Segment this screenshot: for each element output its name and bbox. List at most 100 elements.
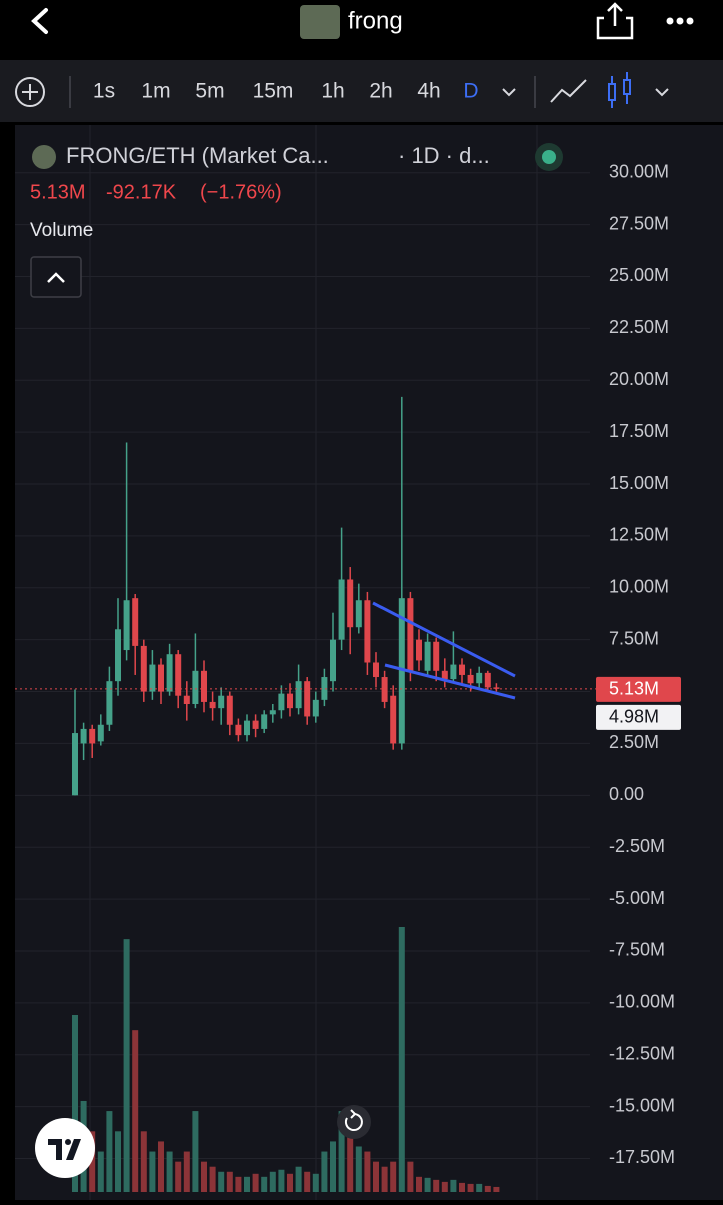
candle-body — [89, 728, 96, 744]
candle-body — [158, 664, 164, 692]
volume-bar — [467, 1183, 474, 1192]
y-tick-label: 20.00M — [609, 369, 669, 389]
volume-bar — [218, 1171, 225, 1192]
legend-change: -92.17K — [106, 181, 177, 203]
volume-bar — [226, 1171, 233, 1192]
drawing-tool[interactable] — [550, 79, 587, 103]
candle-body — [175, 654, 182, 696]
y-tick-label: 2.50M — [609, 732, 659, 752]
more-button[interactable] — [666, 17, 694, 25]
volume-bar — [398, 927, 405, 1192]
symbol-name: FRONG/ETH (Market Ca... — [66, 143, 329, 168]
pattern-lines — [372, 601, 516, 700]
candle-body — [106, 681, 113, 725]
volume-bar — [209, 1166, 216, 1192]
volume-bar — [175, 1161, 182, 1192]
candle-body — [347, 579, 354, 628]
volume-bar — [364, 1151, 371, 1192]
add-button[interactable] — [15, 77, 45, 107]
y-tick-label: 0.00 — [609, 784, 644, 804]
candle-body — [287, 693, 293, 709]
candle-body — [115, 629, 121, 682]
style-dropdown[interactable] — [655, 88, 669, 97]
volume-bar — [407, 1161, 414, 1192]
candle-body — [140, 645, 147, 692]
volume-bar — [115, 1131, 121, 1192]
volume-bar — [278, 1169, 285, 1192]
candle-body — [450, 664, 457, 680]
volume-bar — [381, 1166, 388, 1192]
candle-body — [269, 710, 276, 715]
candle-body — [209, 701, 216, 709]
candle-body — [235, 724, 242, 736]
volume-bar — [192, 1111, 199, 1192]
volume-bar — [459, 1182, 465, 1192]
interval-button[interactable]: 2h — [369, 80, 392, 103]
candle-body — [459, 664, 465, 675]
y-tick-label: -5.00M — [609, 888, 665, 908]
candle-body — [80, 728, 87, 744]
volume-bar — [261, 1176, 268, 1192]
share-button[interactable] — [596, 2, 634, 40]
y-tick-label: 15.00M — [609, 473, 669, 493]
candle-body — [226, 695, 233, 725]
candle-body — [433, 641, 440, 671]
candle-body — [312, 699, 319, 717]
candle-body — [364, 600, 371, 663]
volume-bar — [158, 1141, 164, 1192]
volume-bar — [330, 1141, 336, 1192]
y-tick-label: -15.00M — [609, 1095, 675, 1115]
volume-bar — [269, 1171, 276, 1192]
token-avatar — [300, 5, 340, 39]
interval-button[interactable]: 1m — [141, 80, 170, 103]
study-name: Volume — [30, 220, 93, 241]
candle-body — [321, 677, 328, 700]
candle-body — [295, 681, 302, 709]
symbol-meta: · 1D · d... — [398, 143, 490, 168]
interval-dropdown[interactable] — [502, 88, 516, 97]
volume-bar — [450, 1179, 457, 1192]
candle-body — [149, 664, 156, 692]
y-tick-label: 25.00M — [609, 265, 669, 285]
volume-bar — [312, 1173, 319, 1192]
interval-button[interactable]: 1h — [321, 80, 344, 103]
candle-body — [132, 598, 139, 646]
legend-value: 5.13M — [30, 181, 86, 203]
interval-button[interactable]: D — [463, 80, 478, 103]
candle-body — [338, 579, 345, 640]
interval-button[interactable]: 4h — [417, 80, 440, 103]
candle-body — [416, 639, 422, 661]
y-tick-label: 22.50M — [609, 317, 669, 337]
candle-body — [424, 641, 431, 671]
candle-body — [476, 672, 483, 684]
interval-button[interactable]: 1s — [93, 80, 115, 103]
y-tick-label: 17.50M — [609, 421, 669, 441]
candle-body — [192, 670, 199, 705]
candle-body — [97, 724, 104, 742]
last-price-label: 5.13M — [609, 679, 659, 699]
interval-button[interactable]: 5m — [195, 80, 224, 103]
y-tick-label: 7.50M — [609, 628, 659, 648]
candle-body — [467, 674, 474, 684]
tradingview-logo[interactable] — [35, 1118, 95, 1178]
y-tick-label: -17.50M — [609, 1147, 675, 1167]
volume-bar — [149, 1151, 156, 1192]
candle-body — [123, 600, 130, 651]
back-button[interactable] — [31, 8, 48, 34]
interval-button[interactable]: 15m — [253, 80, 294, 103]
toolbar — [0, 60, 723, 122]
collapse-button[interactable] — [30, 256, 82, 298]
volume-bar — [201, 1161, 207, 1192]
volume-bar — [183, 1151, 190, 1192]
volume-bar — [132, 1030, 139, 1192]
reset-button[interactable] — [337, 1105, 371, 1139]
candle-body — [441, 670, 448, 680]
volume-bar — [287, 1173, 293, 1192]
volume-bar — [373, 1161, 379, 1192]
symbol-avatar — [32, 145, 56, 169]
candle-body — [201, 670, 207, 702]
chart-style-button[interactable] — [608, 72, 631, 108]
volume-bar — [166, 1151, 173, 1192]
candle-body — [390, 695, 397, 744]
candle-body — [330, 639, 336, 682]
